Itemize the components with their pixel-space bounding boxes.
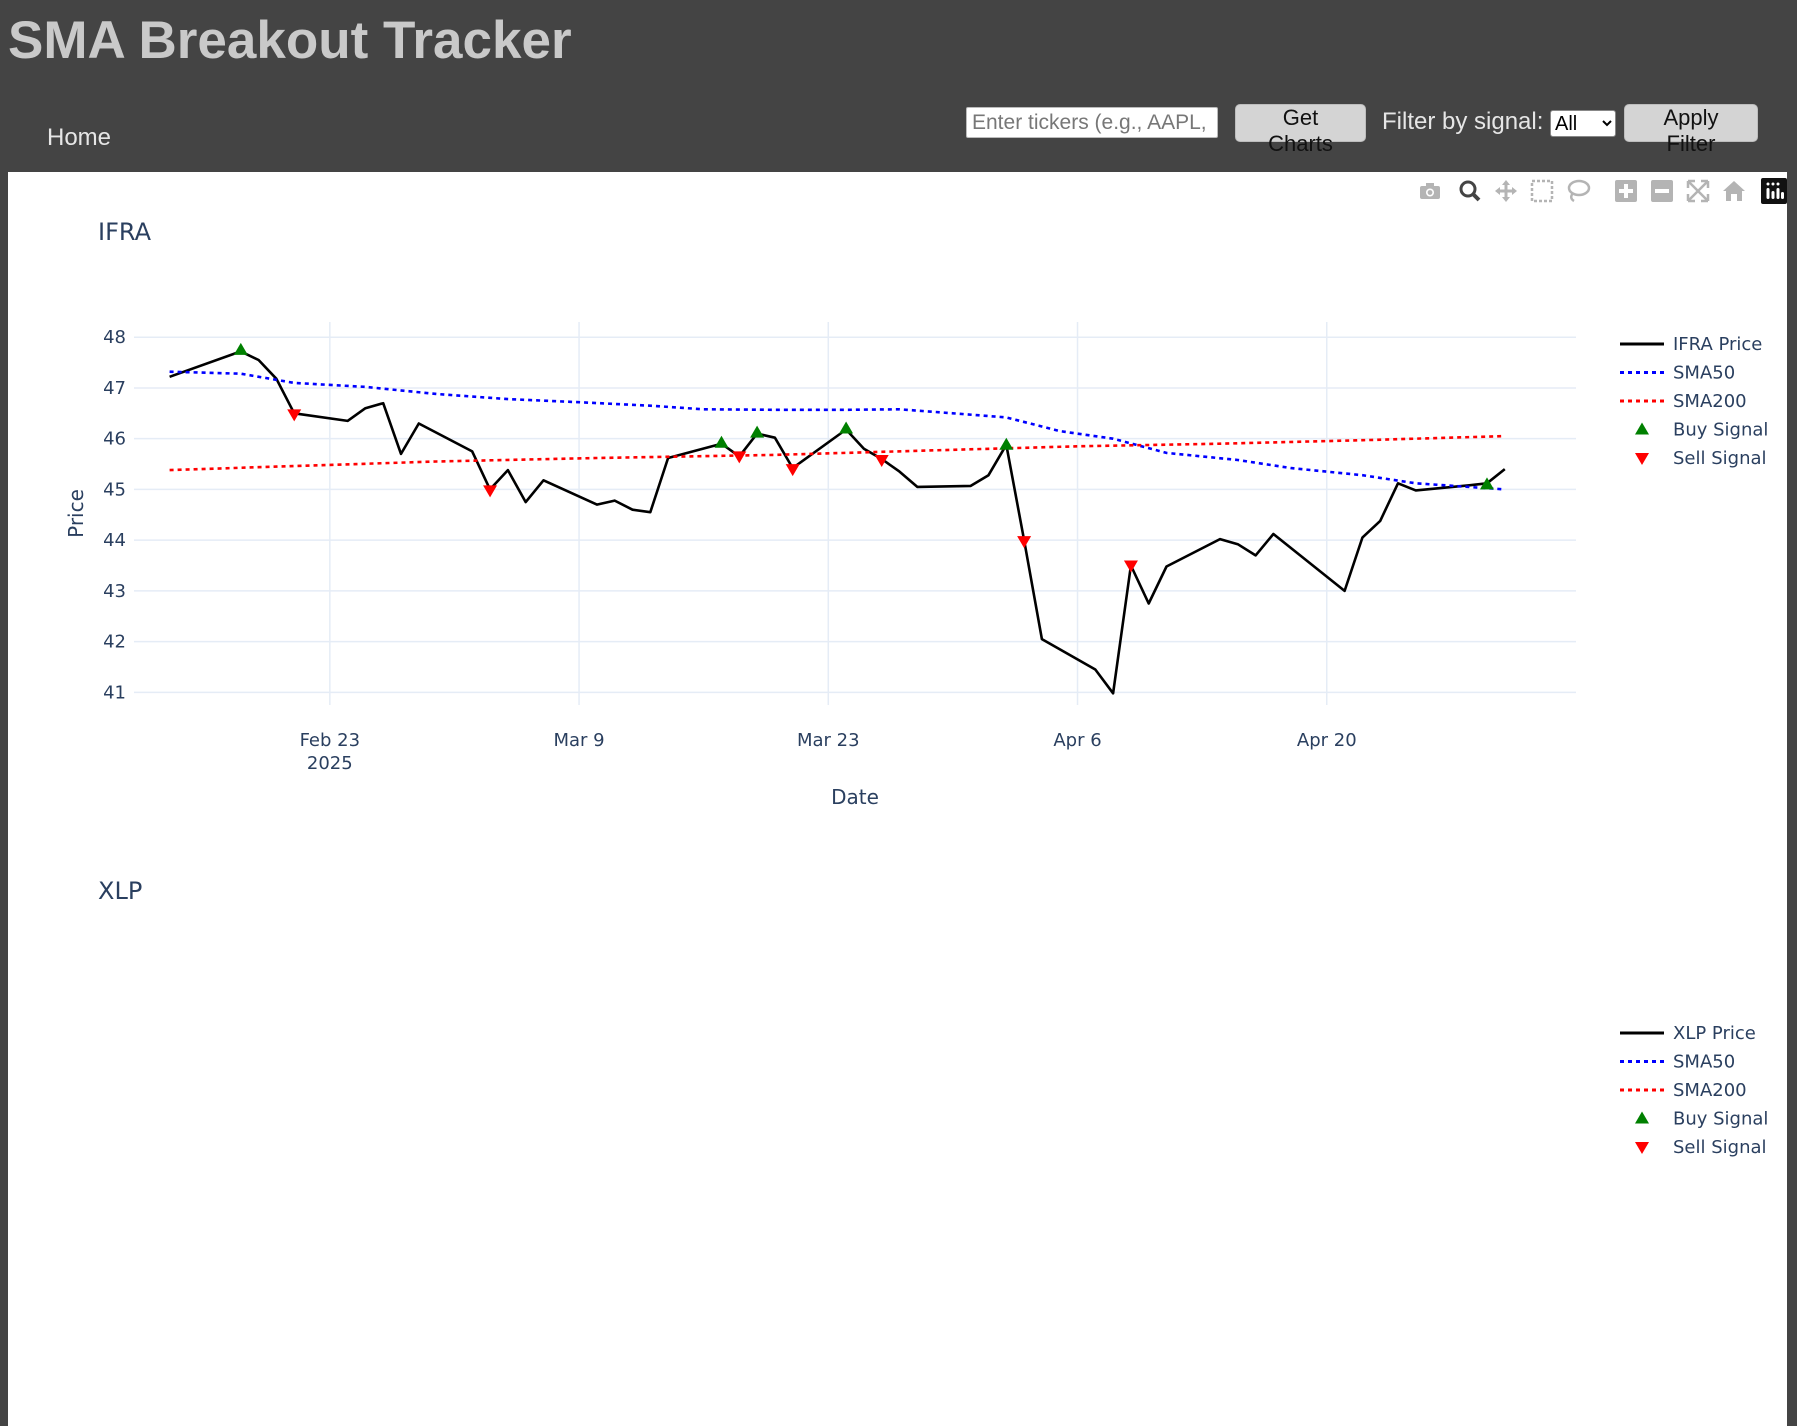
x-tick-label: Apr 20	[1297, 730, 1357, 751]
reset-axes-icon[interactable]	[1721, 178, 1747, 204]
buy-signal-marker	[714, 435, 729, 448]
legend-label: SMA200	[1673, 391, 1747, 412]
buy-signal-marker	[750, 425, 765, 438]
chart-title: IFRA	[98, 218, 152, 246]
app-title: SMA Breakout Tracker	[8, 11, 572, 70]
legend-item[interactable]: Sell Signal	[1635, 448, 1767, 469]
legend-swatch	[1635, 1142, 1649, 1154]
sell-signal-marker	[287, 409, 302, 422]
legend-label: Sell Signal	[1673, 448, 1767, 469]
autoscale-icon[interactable]	[1685, 178, 1711, 204]
legend-swatch	[1635, 422, 1649, 435]
sma50-line	[169, 370, 1505, 491]
y-tick-label: 47	[103, 378, 126, 399]
price-line	[169, 350, 1506, 695]
legend-item[interactable]: SMA200	[1620, 391, 1747, 412]
legend-item[interactable]: SMA200	[1620, 1080, 1747, 1101]
y-axis-title: Price	[64, 489, 88, 538]
y-tick-label: 41	[103, 682, 126, 703]
buy-signal-marker	[999, 437, 1014, 450]
y-tick-label: 46	[103, 429, 126, 450]
signal-filter-select[interactable]: All	[1550, 110, 1616, 137]
y-tick-label: 42	[103, 632, 126, 653]
sell-signal-marker	[1123, 560, 1138, 573]
zoom-out-icon[interactable]	[1649, 178, 1675, 204]
legend-label: IFRA Price	[1673, 334, 1762, 355]
legend-label: Buy Signal	[1673, 1109, 1768, 1130]
x-axis-title: Date	[831, 785, 879, 809]
legend-item[interactable]: Sell Signal	[1635, 1137, 1767, 1158]
legend-label: XLP Price	[1673, 1023, 1756, 1044]
box-select-icon[interactable]	[1529, 178, 1555, 204]
x-tick-label: Apr 6	[1053, 730, 1101, 751]
zoom-in-icon[interactable]	[1613, 178, 1639, 204]
legend-item[interactable]: SMA50	[1620, 1052, 1735, 1073]
legend-label: SMA50	[1673, 363, 1735, 384]
pan-icon[interactable]	[1493, 178, 1519, 204]
filter-label: Filter by signal:	[1382, 108, 1544, 135]
legend-label: Buy Signal	[1673, 420, 1768, 441]
lasso-select-icon[interactable]	[1565, 178, 1591, 204]
zoom-icon[interactable]	[1457, 178, 1483, 204]
y-tick-label: 43	[103, 581, 126, 602]
y-tick-label: 45	[103, 479, 126, 500]
legend-label: SMA50	[1673, 1052, 1735, 1073]
apply-filter-button[interactable]: Apply Filter	[1624, 104, 1758, 156]
x-tick-label: Mar 23	[797, 730, 860, 751]
plot-area: IFRA 41 42 43 44 45 46 47 48 Feb 23 2025 Mar 9 Mar 2…	[8, 172, 1787, 1426]
chart-title: XLP	[98, 877, 142, 905]
x-tick-label: Mar 9	[553, 730, 604, 751]
get-charts-button[interactable]: Get Charts	[1235, 104, 1366, 156]
buy-signal-marker	[839, 421, 854, 434]
legend-item[interactable]: Buy Signal	[1635, 420, 1768, 441]
plot-modebar	[1381, 178, 1787, 208]
legend-swatch	[1635, 453, 1649, 465]
buy-signal-marker	[1479, 477, 1494, 490]
sell-signal-marker	[1017, 536, 1032, 549]
sell-signal-marker	[483, 485, 498, 498]
legend-swatch	[1635, 1111, 1649, 1124]
camera-icon[interactable]	[1417, 178, 1443, 204]
x-tick-sublabel: 2025	[307, 753, 353, 774]
sell-signal-marker	[874, 454, 889, 467]
nav-home-link[interactable]: Home	[47, 124, 112, 151]
legend-item[interactable]: IFRA Price	[1620, 334, 1762, 355]
legend-item[interactable]: SMA50	[1620, 363, 1735, 384]
legend-item[interactable]: XLP Price	[1620, 1023, 1756, 1044]
sell-signal-marker	[732, 451, 747, 464]
legend-label: Sell Signal	[1673, 1137, 1767, 1158]
buy-signal-marker	[233, 342, 248, 355]
app-header: SMA Breakout Tracker Home Get Charts Fil…	[0, 0, 1797, 172]
sma200-line	[169, 434, 1505, 472]
x-tick-label: Feb 23	[300, 730, 361, 751]
legend-label: SMA200	[1673, 1080, 1747, 1101]
sell-signal-marker	[785, 464, 800, 477]
legend-item[interactable]: Buy Signal	[1635, 1109, 1768, 1130]
y-tick-label: 44	[103, 530, 126, 551]
ticker-input[interactable]	[966, 107, 1218, 138]
y-tick-label: 48	[103, 327, 126, 348]
plotly-logo-icon[interactable]	[1761, 178, 1787, 204]
